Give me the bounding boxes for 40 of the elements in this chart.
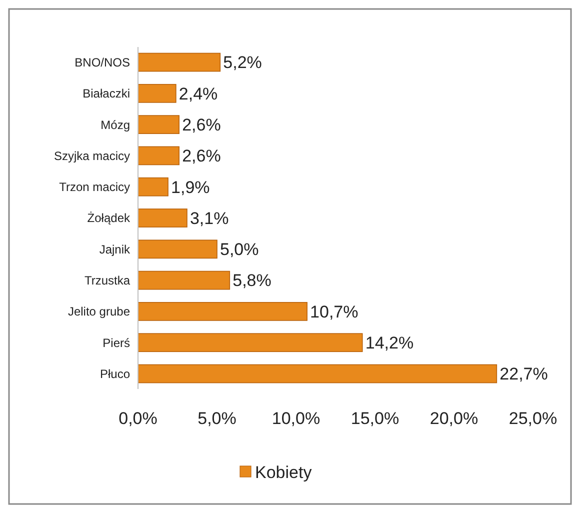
y-tick-label: Żołądek [87, 211, 131, 226]
y-tick-label: Płuco [100, 366, 130, 381]
y-tick-label: Jelito grube [68, 304, 130, 319]
bar [138, 270, 230, 290]
x-tick-label: 25,0% [508, 409, 558, 428]
bar [138, 115, 180, 134]
y-tick-label: Pierś [102, 336, 130, 350]
data-label: 5,0% [220, 240, 259, 260]
bar [138, 52, 221, 72]
bar [138, 240, 218, 259]
bar [138, 302, 308, 321]
y-tick-label: Białaczki [82, 86, 130, 101]
bar [138, 333, 363, 352]
data-label: 2,6% [182, 116, 221, 135]
data-label: 5,8% [232, 271, 272, 290]
y-tick-label: Trzustka [84, 273, 130, 288]
y-tick-label: Mózg [100, 118, 130, 132]
data-label: 22,7% [500, 364, 548, 384]
bar [138, 208, 188, 228]
data-label: 10,7% [310, 302, 358, 322]
data-label: 3,1% [190, 208, 229, 228]
data-label: 2,6% [182, 146, 221, 166]
x-tick-label: 10,0% [272, 409, 320, 428]
legend-label: Kobiety [255, 462, 312, 482]
x-tick-label: 5,0% [198, 409, 236, 428]
data-label: 1,9% [171, 178, 210, 197]
bar [138, 84, 176, 103]
x-tick-label: 15,0% [350, 409, 400, 428]
data-label: 2,4% [178, 84, 218, 104]
bar [138, 177, 168, 196]
x-tick-label: 0,0% [118, 409, 158, 428]
bar [138, 364, 498, 384]
y-tick-label: BNO/NOS [74, 55, 130, 70]
x-tick-label: 20,0% [430, 409, 478, 428]
data-label: 14,2% [365, 334, 414, 353]
y-tick-label: Jajnik [99, 242, 131, 256]
y-tick-label: Szyjka macicy [54, 148, 130, 163]
bar [138, 146, 180, 166]
y-tick-label: Trzon macicy [59, 180, 130, 194]
data-label: 5,2% [223, 53, 262, 72]
